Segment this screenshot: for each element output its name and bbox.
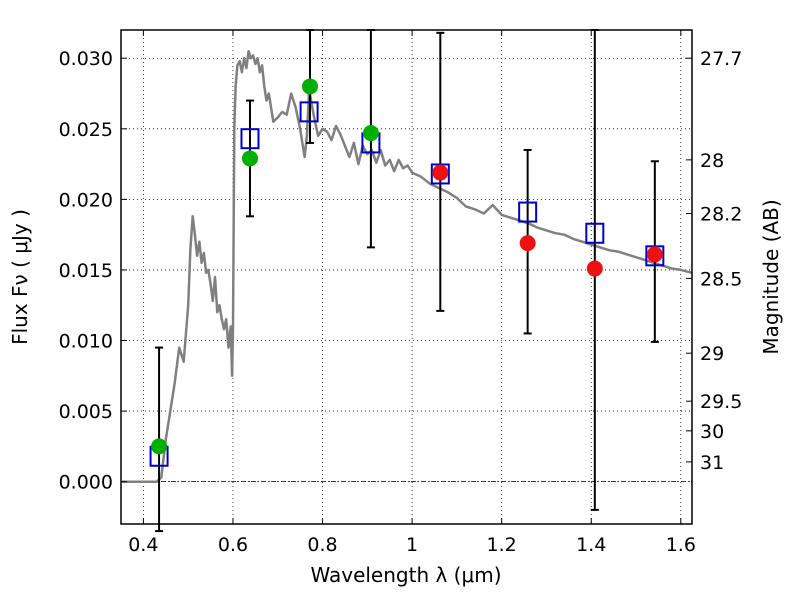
x-tick-label: 1.4 [576,534,606,556]
observed-point-red [587,261,602,276]
plot-area [121,30,692,531]
x-tick-label: 0.6 [218,534,248,556]
x-tick-label: 0.4 [128,534,158,556]
grid-lines [121,30,692,524]
y-tick-label: 0.000 [59,472,113,494]
observed-point-red [647,247,662,262]
model-spectrum-line [121,51,692,482]
y-tick-label: 0.025 [59,119,113,141]
y-tick-label: 0.005 [59,401,113,423]
observed-point-green [152,439,167,454]
y-tick-label: 0.010 [59,331,113,353]
y2-tick-label: 28.2 [700,203,742,225]
y-tick-label: 0.020 [59,189,113,211]
x-tick-label: 1 [406,534,418,556]
observed-point-red [520,236,535,251]
x-tick-label: 0.8 [307,534,337,556]
y2-tick-label: 28 [700,150,724,172]
y2-tick-label: 30 [700,421,724,443]
y2-tick-label: 27.7 [700,48,742,70]
y2-tick-label: 29 [700,343,724,365]
plot-frame [121,30,692,524]
y-axis-label: Flux Fν ( μJy ) [8,209,32,345]
observed-point-green [302,79,317,94]
y-tick-label: 0.015 [59,260,113,282]
observed-point-red [433,165,448,180]
observed-point-green [242,151,257,166]
observed-point-green [363,126,378,141]
x-axis-label: Wavelength λ (μm) [310,563,501,587]
y2-tick-label: 31 [700,452,724,474]
x-tick-label: 1.2 [487,534,517,556]
y2-tick-label: 29.5 [700,391,742,413]
sed-chart: 0.4 0.6 0.8 1 1.2 1.4 1.6 0.000 0.005 0.010 0.015 0… [0,0,800,600]
x-tick-label: 1.6 [666,534,696,556]
y2-tick-label: 28.5 [700,268,742,290]
y2-axis-label: Magnitude (AB) [759,199,783,354]
y-tick-label: 0.030 [59,48,113,70]
